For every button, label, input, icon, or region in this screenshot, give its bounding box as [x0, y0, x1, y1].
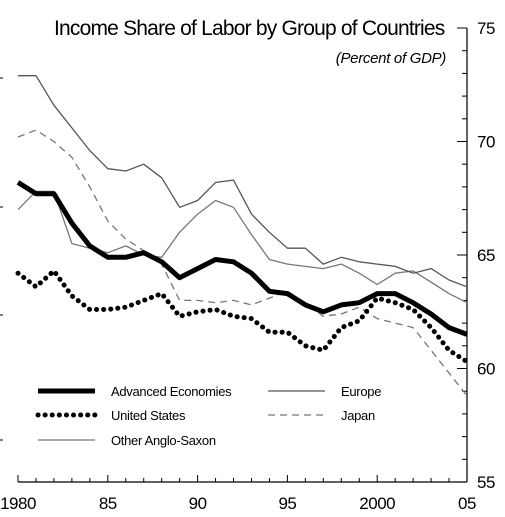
y-tick-label: 55 — [477, 473, 495, 492]
series-line-advanced-economies — [16, 180, 468, 337]
chart-title: Income Share of Labor by Group of Countr… — [54, 17, 445, 40]
series-line-europe — [18, 75, 468, 288]
y-tick-label: 60 — [477, 360, 495, 379]
legend-label-japan: Japan — [341, 408, 375, 423]
legend-label-europe: Europe — [341, 384, 381, 399]
x-tick-label: 85 — [99, 494, 117, 513]
y-tick-label: 70 — [477, 133, 495, 152]
y-tick-label: 65 — [477, 246, 495, 265]
legend-label-other-anglo-saxon: Other Anglo-Saxon — [111, 433, 216, 448]
series-line-japan — [17, 129, 468, 397]
chart-subtitle: (Percent of GDP) — [336, 50, 447, 67]
legend-label-united-states: United States — [111, 408, 186, 423]
legend-label-advanced-economies: Advanced Economies — [111, 384, 232, 399]
x-tick-label: 1980 — [0, 494, 36, 513]
series-line-other-anglo-saxon — [17, 190, 468, 304]
x-tick-label: 90 — [189, 494, 207, 513]
series-line-united-states — [15, 268, 470, 365]
series-layer — [15, 75, 470, 397]
legend: Advanced Economies United States Other Ang… — [35, 384, 381, 448]
x-tick-label: 05 — [458, 494, 476, 513]
x-tick-label: 95 — [278, 494, 296, 513]
x-tick-label: 2000 — [359, 494, 395, 513]
y-tick-label: 75 — [477, 19, 495, 38]
